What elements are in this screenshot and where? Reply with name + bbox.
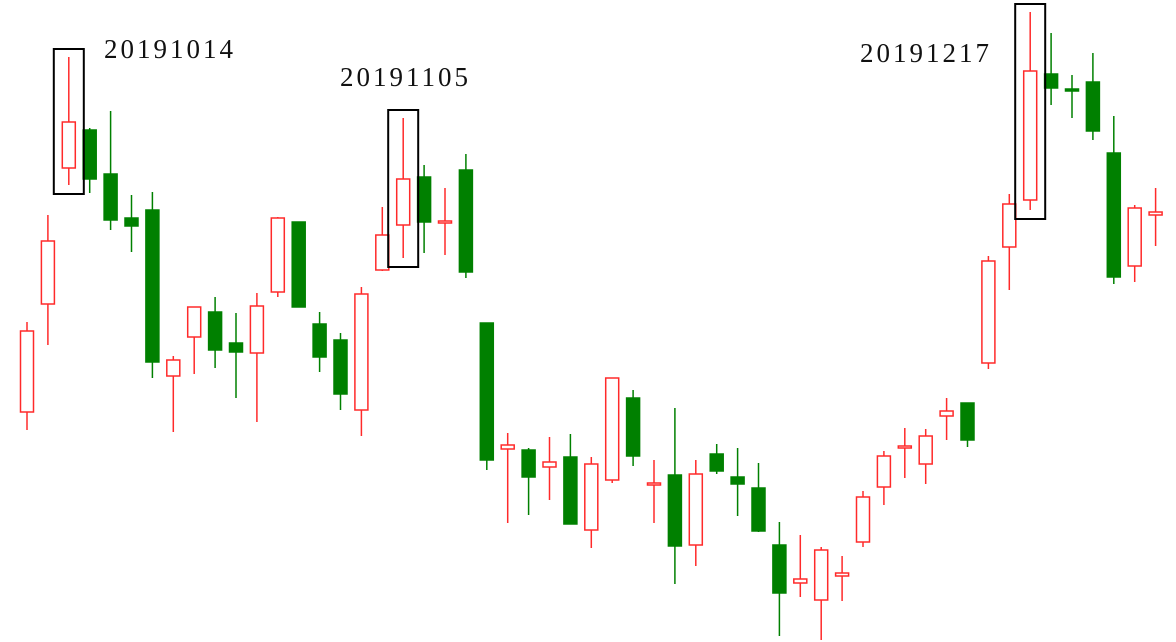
candle-body bbox=[709, 453, 724, 472]
candle-body bbox=[751, 487, 766, 532]
candle-body bbox=[1022, 70, 1038, 201]
candle-body bbox=[793, 578, 808, 584]
candle-body bbox=[667, 474, 683, 547]
candle-body bbox=[207, 311, 223, 351]
highlight-box bbox=[1014, 3, 1047, 220]
annotation: 20191105 bbox=[340, 62, 471, 92]
candle-body bbox=[855, 496, 871, 543]
candle-body bbox=[249, 305, 265, 354]
candle-body bbox=[1064, 88, 1080, 92]
candle-body bbox=[145, 209, 160, 363]
candle-body bbox=[1106, 152, 1122, 278]
candle-body bbox=[103, 173, 118, 221]
candle-body bbox=[61, 121, 77, 169]
candle-body bbox=[542, 461, 557, 468]
candle-body bbox=[584, 463, 599, 531]
candle-body bbox=[563, 456, 578, 525]
candle-body bbox=[354, 293, 369, 411]
candle-body bbox=[19, 330, 35, 413]
candle-body bbox=[416, 176, 432, 223]
candle-body bbox=[1043, 73, 1059, 89]
candle-body bbox=[437, 220, 453, 224]
candle-body bbox=[646, 482, 662, 486]
candle-body bbox=[395, 178, 411, 226]
candle-body bbox=[1148, 211, 1163, 216]
candle-body bbox=[772, 544, 787, 594]
annotation: 20191014 bbox=[104, 34, 236, 64]
candle-body bbox=[918, 435, 933, 465]
candle-body bbox=[981, 260, 996, 364]
candle-body bbox=[270, 217, 286, 293]
candle-body bbox=[897, 445, 913, 449]
candle-body bbox=[333, 339, 348, 395]
candle-body bbox=[82, 129, 97, 180]
candle-body bbox=[40, 240, 56, 305]
candle-body bbox=[186, 306, 202, 338]
candle-body bbox=[1085, 81, 1101, 132]
candle-body bbox=[375, 234, 390, 271]
candle-body bbox=[625, 397, 641, 457]
annotation: 20191217 bbox=[860, 38, 992, 68]
candle-body bbox=[521, 449, 536, 478]
candle-body bbox=[1002, 203, 1017, 248]
candle-body bbox=[312, 323, 327, 358]
candle-body bbox=[166, 359, 181, 377]
candle-body bbox=[1127, 207, 1142, 267]
candle-body bbox=[500, 444, 515, 450]
candle-body bbox=[291, 221, 306, 308]
candle-body bbox=[688, 473, 704, 546]
highlight-box bbox=[52, 48, 85, 195]
candle-body bbox=[960, 402, 975, 441]
candle-body bbox=[876, 455, 892, 488]
candle-body bbox=[228, 342, 244, 353]
candle-body bbox=[834, 572, 850, 577]
candle-body bbox=[813, 549, 829, 601]
candle-body bbox=[604, 377, 620, 481]
candle-body bbox=[479, 322, 495, 461]
highlight-box bbox=[387, 109, 420, 268]
candle-body bbox=[124, 217, 139, 227]
candle-body bbox=[458, 169, 474, 273]
candle-body bbox=[939, 410, 954, 417]
candle-body bbox=[730, 476, 745, 485]
